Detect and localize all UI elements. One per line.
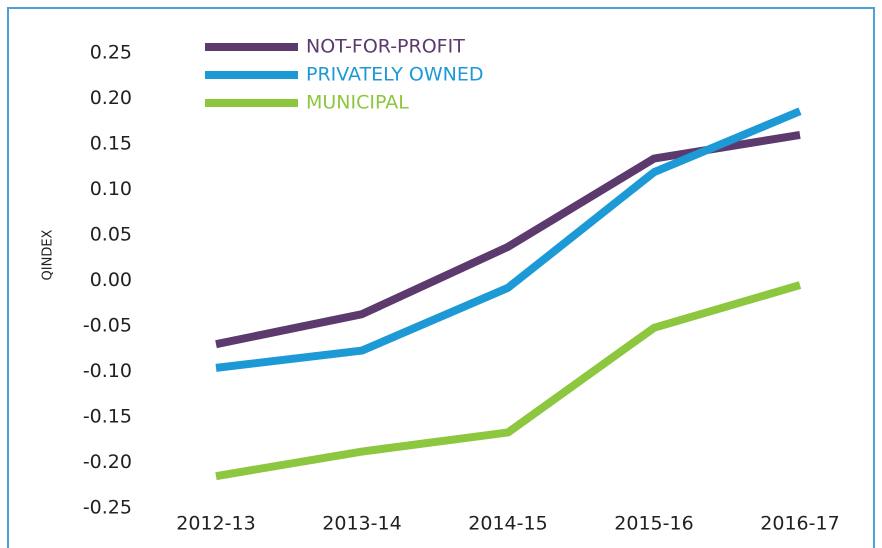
legend-label: PRIVATELY OWNED (306, 64, 483, 86)
y-tick-label: -0.25 (83, 497, 132, 519)
y-tick-label: -0.15 (83, 406, 132, 428)
series-line (215, 107, 802, 372)
y-axis-label: QINDEX (41, 229, 56, 280)
y-tick-label: -0.10 (83, 360, 132, 382)
y-tick-label: 0.00 (90, 269, 132, 291)
series-line (215, 281, 802, 481)
legend-label: MUNICIPAL (306, 92, 409, 114)
y-tick-label: 0.10 (90, 178, 132, 200)
x-tick-label: 2015-16 (614, 513, 693, 535)
x-tick-label: 2012-13 (176, 513, 255, 535)
y-tick-label: -0.05 (83, 315, 132, 337)
legend-label: NOT-FOR-PROFIT (306, 36, 465, 58)
y-tick-label: 0.05 (90, 224, 132, 246)
x-tick-label: 2013-14 (322, 513, 401, 535)
frame (7, 7, 875, 548)
x-tick-label: 2014-15 (468, 513, 547, 535)
x-tick-label: 2016-17 (760, 513, 839, 535)
y-tick-label: 0.20 (90, 87, 132, 109)
y-tick-label: -0.20 (83, 451, 132, 473)
y-tick-label: 0.15 (90, 133, 132, 155)
y-tick-label: 0.25 (90, 42, 132, 64)
